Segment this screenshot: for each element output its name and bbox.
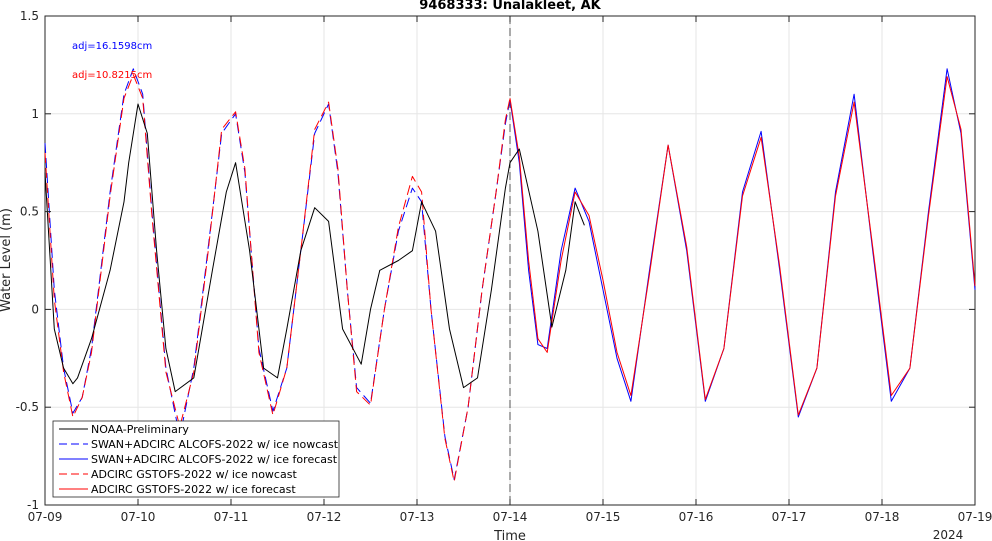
y-tick-label: 1 <box>31 107 39 121</box>
y-tick-label: 0.5 <box>20 205 39 219</box>
x-tick-label: 07-14 <box>493 510 528 524</box>
annotation-adj-blue: adj=16.1598cm <box>72 41 152 52</box>
y-tick-label: 1.5 <box>20 9 39 23</box>
series-line-4 <box>509 76 976 416</box>
x-tick-label: 07-16 <box>679 510 714 524</box>
x-tick-label: 07-10 <box>121 510 156 524</box>
legend-label-1: SWAN+ADCIRC ALCOFS-2022 w/ ice nowcast <box>91 438 339 451</box>
axis-ticks: 07-09 07-10 07-11 07-12 07-13 07-14 07-15 07-16… <box>16 9 992 524</box>
y-tick-label: -1 <box>27 498 39 512</box>
legend-label-3: ADCIRC GSTOFS-2022 w/ ice nowcast <box>91 468 297 481</box>
legend-box <box>52 420 340 498</box>
series-layer <box>44 68 976 482</box>
x-tick-label: 07-12 <box>307 510 342 524</box>
annotation-adj-red: adj=10.8215cm <box>72 70 152 81</box>
series-line-0 <box>44 103 585 393</box>
x-tick-label: 07-18 <box>865 510 900 524</box>
x-tick-label: 07-19 <box>958 510 992 524</box>
y-tick-label: 0 <box>31 302 39 316</box>
series-line-3 <box>44 74 511 482</box>
x-tick-label: 07-11 <box>214 510 249 524</box>
x-tick-label: 07-09 <box>28 510 63 524</box>
x-axis-label: Time <box>493 529 526 541</box>
series-line-2 <box>509 68 976 418</box>
x-year-label: 2024 <box>933 528 964 541</box>
y-tick-label: -0.5 <box>16 400 39 414</box>
chart-title: 9468333: Unalakleet, AK <box>419 0 601 13</box>
legend-label-0: NOAA-Preliminary <box>91 423 189 436</box>
x-tick-label: 07-17 <box>772 510 807 524</box>
legend: NOAA-Preliminary SWAN+ADCIRC ALCOFS-2022 … <box>52 420 340 498</box>
legend-label-2: SWAN+ADCIRC ALCOFS-2022 w/ ice forecast <box>91 453 338 466</box>
x-tick-label: 07-13 <box>400 510 435 524</box>
y-axis-label: Water Level (m) <box>0 208 14 312</box>
series-line-1 <box>44 68 511 481</box>
x-tick-label: 07-15 <box>586 510 621 524</box>
legend-label-4: ADCIRC GSTOFS-2022 w/ ice forecast <box>91 483 296 496</box>
